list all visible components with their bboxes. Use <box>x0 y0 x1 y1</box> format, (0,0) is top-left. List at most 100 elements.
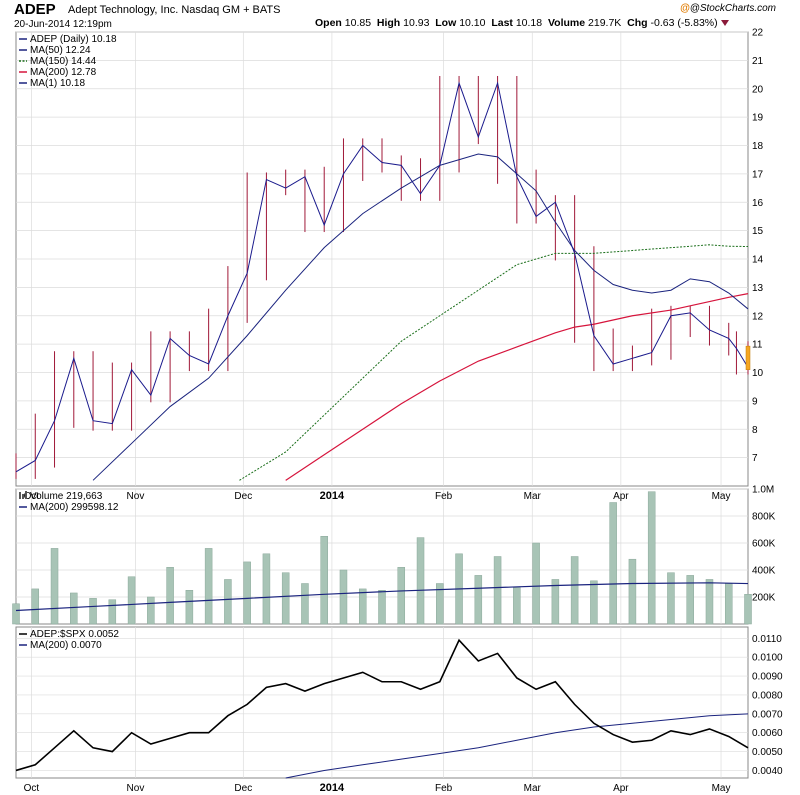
y-tick-label: 14 <box>752 255 764 266</box>
copyright-stockcharts: @@StockCharts.com <box>680 3 776 14</box>
legend-label: Volume 219,663 <box>30 491 103 502</box>
volume-value: 219.7K <box>588 17 622 29</box>
x-month-label: Nov <box>127 783 145 794</box>
chg-label: Chg <box>627 17 648 29</box>
volume-bar <box>301 583 309 625</box>
low-value: 10.10 <box>459 17 486 29</box>
ma50-line <box>92 153 749 481</box>
y-tick-label: 200K <box>752 593 776 604</box>
volume-bar <box>416 537 425 625</box>
y-tick-label: 0.0100 <box>752 653 783 664</box>
y-tick-label: 400K <box>752 566 776 577</box>
y-tick-label: 600K <box>752 539 776 550</box>
volume-bar <box>667 572 675 625</box>
company-name: Adept Technology, Inc. Nasdaq GM + BATS <box>68 4 281 16</box>
volume-bar <box>570 556 579 625</box>
y-tick-label: 7 <box>752 453 758 464</box>
low-label: Low <box>435 17 457 29</box>
ratio-line <box>15 638 749 772</box>
y-tick-label: 18 <box>752 141 764 152</box>
y-tick-label: 13 <box>752 283 764 294</box>
legend-label: MA(200) 0.0070 <box>30 640 102 651</box>
ma200-line <box>285 293 749 481</box>
legend-label: MA(1) 10.18 <box>30 78 85 89</box>
high-label: High <box>376 17 401 29</box>
panel-frame-2 <box>15 626 749 779</box>
volume-bar <box>204 548 213 625</box>
x-month-label: Oct <box>24 491 40 502</box>
x-month-label: Apr <box>613 491 629 502</box>
volume-bar <box>166 567 174 625</box>
volume-bar <box>224 579 232 625</box>
y-tick-label: 22 <box>752 28 764 39</box>
legend-label: ADEP (Daily) 10.18 <box>30 34 117 45</box>
legend-label: MA(200) 12.78 <box>30 67 97 78</box>
open-label: Open <box>315 17 342 29</box>
legend-swatch <box>22 494 24 499</box>
volume-bar <box>70 592 78 625</box>
volume-bar <box>378 590 386 625</box>
volume-bar <box>147 596 155 625</box>
chg-value: -0.63 (-5.83%) <box>650 17 718 29</box>
volume-bar <box>281 572 290 625</box>
x-month-label: Dec <box>234 783 252 794</box>
volume-bar <box>686 575 694 625</box>
volume-bar <box>628 558 637 625</box>
ma150-line <box>239 244 749 481</box>
volume-bar <box>532 542 540 625</box>
last-bar-highlight <box>745 345 751 370</box>
volume-bar <box>320 536 328 625</box>
legend-label: MA(200) 299598.12 <box>30 502 119 513</box>
volume-bar <box>493 556 502 625</box>
volume-label: Volume <box>547 17 586 29</box>
chart-header: ADEP Adept Technology, Inc. Nasdaq GM + … <box>0 0 800 32</box>
y-tick-label: 0.0040 <box>752 766 783 777</box>
stockcharts-logo-icon: @ <box>679 3 690 14</box>
volume-bar <box>89 598 97 625</box>
ratio-ma200-line <box>285 713 749 779</box>
volume-bar <box>50 548 59 625</box>
volume-bar <box>243 561 251 625</box>
ohlc-summary: Open 10.85 High 10.93 Low 10.10 Last 10.… <box>315 17 729 29</box>
volume-bar <box>590 580 598 625</box>
y-tick-label: 0.0050 <box>752 747 783 758</box>
y-tick-label: 12 <box>752 311 764 322</box>
x-month-label: Feb <box>435 783 453 794</box>
down-triangle-icon <box>720 20 729 27</box>
volume-bar <box>339 569 348 625</box>
y-tick-label: 0.0060 <box>752 728 783 739</box>
legend-label: MA(50) 12.24 <box>30 45 91 56</box>
x-month-label: Oct <box>24 783 40 794</box>
x-month-label: Mar <box>524 491 542 502</box>
legend-swatch <box>25 491 27 499</box>
y-tick-label: 20 <box>752 84 764 95</box>
x-month-label: Dec <box>234 491 252 502</box>
x-month-label: 2014 <box>320 782 345 794</box>
volume-bar <box>358 588 367 625</box>
x-month-label: Mar <box>524 783 542 794</box>
volume-bar <box>397 567 406 625</box>
volume-bar <box>474 575 483 625</box>
volume-bar <box>705 579 714 625</box>
x-month-label: 2014 <box>320 490 345 502</box>
last-value: 10.18 <box>515 17 543 29</box>
y-tick-label: 17 <box>752 169 764 180</box>
volume-bar <box>262 553 271 625</box>
high-value: 10.93 <box>403 17 430 29</box>
volume-bar <box>724 583 733 625</box>
last-label: Last <box>491 17 513 29</box>
y-tick-label: 16 <box>752 198 764 209</box>
volume-bar <box>31 588 40 625</box>
volume-bar <box>436 583 444 625</box>
volume-bar <box>108 599 117 625</box>
legend-label: MA(150) 14.44 <box>30 56 97 67</box>
ticker-symbol: ADEP <box>14 1 56 18</box>
y-tick-label: 15 <box>752 226 764 237</box>
volume-bar <box>551 579 560 625</box>
volume-ma200-line <box>15 582 749 612</box>
x-month-label: Feb <box>435 491 453 502</box>
legend-swatch <box>19 492 21 499</box>
copyright-text: @StockCharts.com <box>689 3 776 14</box>
legend-label: ADEP:$SPX 0.0052 <box>30 629 119 640</box>
